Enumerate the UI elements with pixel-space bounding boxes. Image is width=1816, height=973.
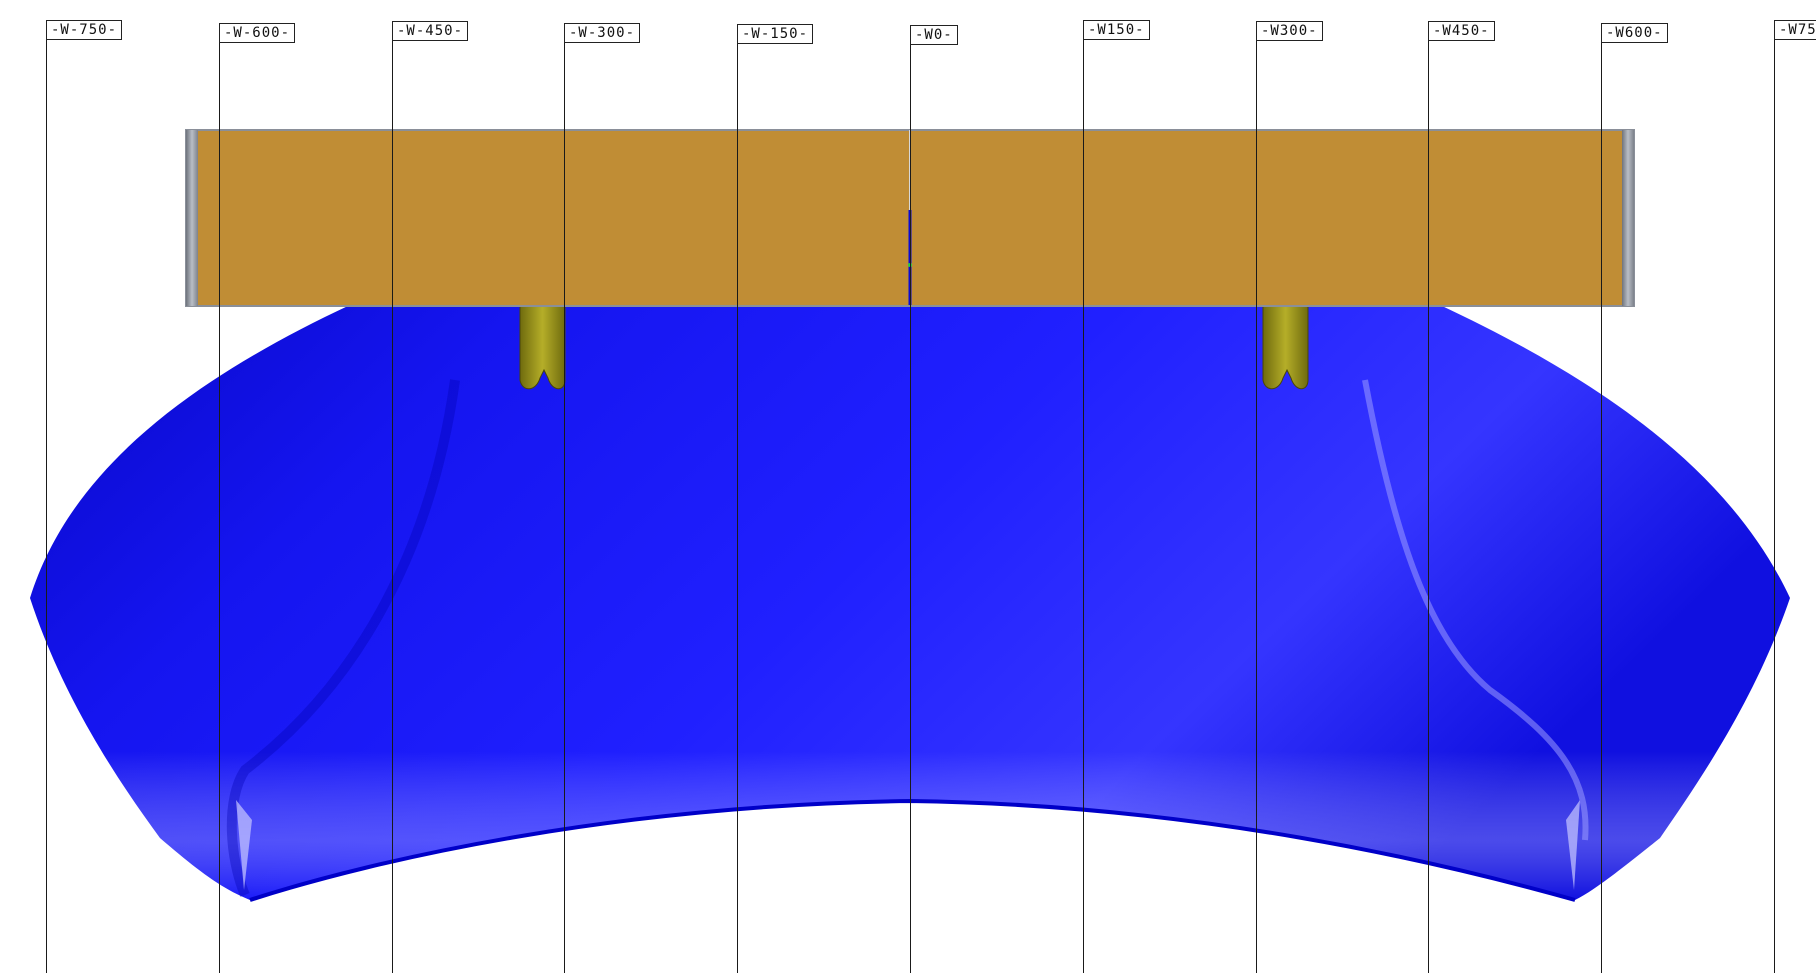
station-line-w-300 — [564, 34, 565, 973]
station-line-w300 — [1256, 34, 1257, 973]
station-line-w600 — [1601, 34, 1602, 973]
station-label-w-150: -W-150- — [737, 24, 814, 44]
station-label-w0: -W0- — [910, 25, 958, 45]
station-line-w450 — [1428, 34, 1429, 973]
station-label-w600: -W600- — [1601, 23, 1668, 43]
hood-notch-left — [236, 800, 252, 890]
station-label-w300: -W300- — [1256, 21, 1323, 41]
station-label-w-450: -W-450- — [392, 21, 469, 41]
station-line-w-750 — [46, 34, 47, 973]
station-line-w-150 — [737, 34, 738, 973]
station-label-w-300: -W-300- — [564, 23, 641, 43]
clamp-right — [1262, 304, 1309, 390]
fixture-plate-right-edge — [1622, 130, 1634, 306]
hood-notch-right — [1566, 800, 1580, 890]
station-label-w750: -W750- — [1774, 20, 1816, 40]
station-line-w750 — [1774, 34, 1775, 973]
station-label-w-600: -W-600- — [219, 23, 296, 43]
hood-crease-left — [226, 379, 460, 897]
station-line-w150 — [1083, 34, 1084, 973]
station-label-w150: -W150- — [1083, 20, 1150, 40]
station-line-w-600 — [219, 34, 220, 973]
station-line-w-450 — [392, 34, 393, 973]
station-label-w-750: -W-750- — [46, 20, 123, 40]
fixture-plate-left-edge — [186, 130, 198, 306]
station-label-w450: -W450- — [1428, 21, 1495, 41]
hood-crease-right — [1362, 379, 1589, 841]
station-line-w0 — [910, 34, 911, 973]
